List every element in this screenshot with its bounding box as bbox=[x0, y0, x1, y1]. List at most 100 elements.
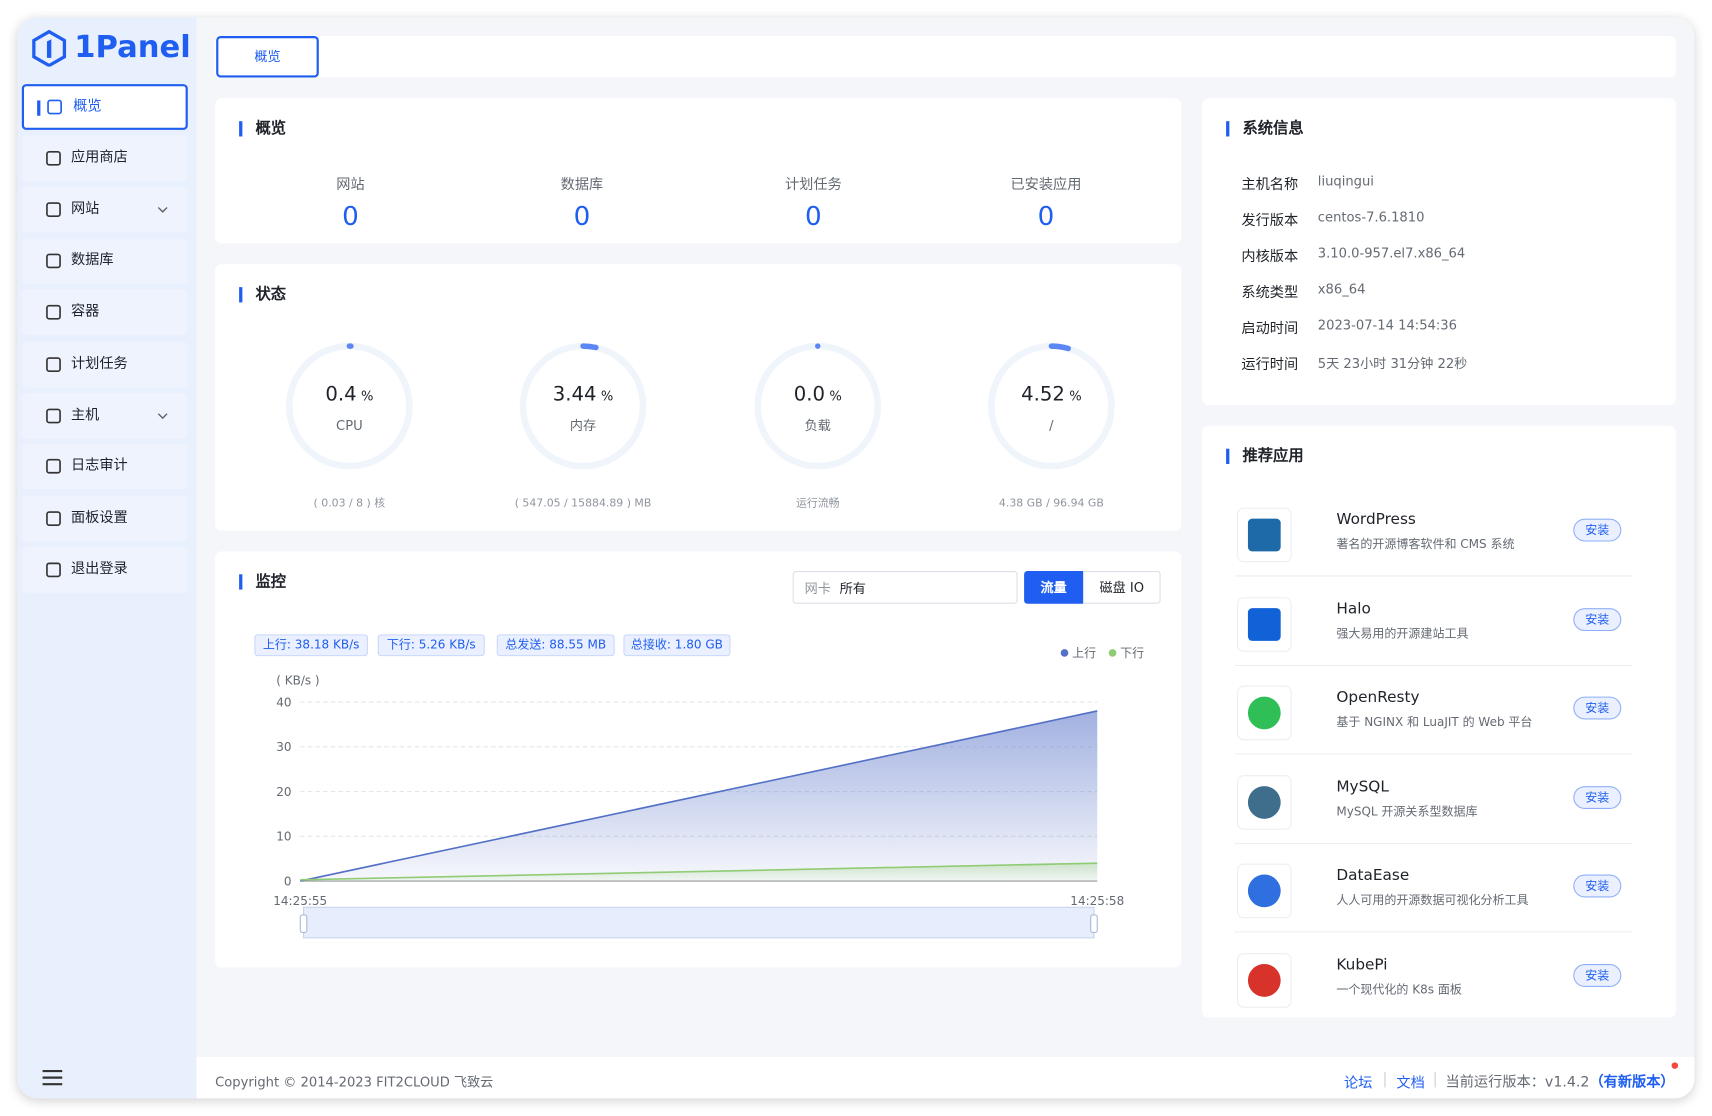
gauge-detail: 4.38 GB / 96.94 GB bbox=[999, 497, 1104, 510]
legend-marker bbox=[1108, 649, 1117, 657]
sysinfo-card: 系统信息 主机名称 liuqingui 发行版本 centos-7.6.1810 内核版本… bbox=[1202, 98, 1676, 406]
toggle-traffic[interactable]: 流量 bbox=[1024, 571, 1084, 604]
app-name[interactable]: MySQL bbox=[1336, 777, 1389, 796]
menu-label: 日志审计 bbox=[70, 457, 128, 474]
update-link[interactable]: （有新版本） bbox=[1589, 1074, 1675, 1091]
app-logo bbox=[1247, 874, 1281, 908]
menu-icon bbox=[46, 253, 61, 269]
menu-icon bbox=[46, 408, 61, 424]
app-name[interactable]: DataEase bbox=[1336, 866, 1410, 885]
app-icon bbox=[1237, 774, 1292, 830]
menu-icon-shape bbox=[46, 253, 61, 269]
menu-item[interactable]: 网站 bbox=[21, 186, 188, 233]
info-label: 运行时间 bbox=[1241, 357, 1299, 374]
gauge-value: 0.4% bbox=[325, 383, 373, 406]
gauge-detail: 运行流畅 bbox=[796, 496, 840, 510]
tab[interactable]: 概览 bbox=[216, 36, 319, 78]
footer-link[interactable]: 文档 bbox=[1396, 1075, 1425, 1092]
apps-card: 推荐应用 WordPress 著名的开源博客软件和 CMS 系统 安装 Halo 强大易用… bbox=[1202, 425, 1676, 1018]
menu-icon-shape bbox=[46, 202, 61, 217]
info-value: 2023-07-14 14:54:36 bbox=[1317, 317, 1457, 333]
install-button[interactable]: 安装 bbox=[1573, 607, 1622, 631]
menu-item[interactable]: 计划任务 bbox=[21, 341, 188, 388]
install-button[interactable]: 安装 bbox=[1573, 518, 1622, 542]
stat-value[interactable]: 0 bbox=[342, 200, 359, 232]
menu-item[interactable]: 应用商店 bbox=[21, 135, 188, 182]
gauge-detail: ( 547.05 / 15884.89 ) MB bbox=[515, 497, 652, 510]
stat-value[interactable]: 0 bbox=[573, 200, 591, 232]
app-desc: 基于 NGINX 和 LuaJIT 的 Web 平台 bbox=[1336, 715, 1533, 730]
divider bbox=[1234, 842, 1633, 844]
legend-label: 上行 bbox=[1072, 646, 1096, 660]
app-name[interactable]: OpenResty bbox=[1336, 688, 1420, 707]
app-icon bbox=[1237, 863, 1292, 919]
install-button[interactable]: 安装 bbox=[1573, 963, 1622, 987]
divider bbox=[1234, 575, 1633, 577]
app-icon bbox=[1237, 507, 1292, 563]
menu-item[interactable]: 退出登录 bbox=[21, 546, 188, 593]
gauge-name: 负载 bbox=[805, 418, 831, 434]
install-button[interactable]: 安装 bbox=[1573, 785, 1622, 809]
series-line bbox=[300, 710, 1098, 882]
menu-toggle[interactable] bbox=[41, 1069, 63, 1086]
menu-icon bbox=[46, 511, 61, 526]
toggle-disk[interactable]: 磁盘 IO bbox=[1083, 571, 1161, 604]
gauge-name: 内存 bbox=[570, 418, 596, 434]
gauge-track bbox=[519, 342, 647, 470]
gauge-track bbox=[988, 342, 1115, 470]
stat-label: 已安装应用 bbox=[1010, 176, 1082, 194]
active-indicator bbox=[37, 100, 41, 116]
select-value: 所有 bbox=[839, 580, 866, 597]
copyright: Copyright © 2014-2023 FIT2CLOUD 飞致云 bbox=[215, 1074, 494, 1090]
logo-one bbox=[46, 39, 52, 58]
zoom-handle[interactable] bbox=[299, 914, 308, 933]
gauge-number: 0.4 bbox=[325, 383, 356, 406]
menu-item[interactable]: 数据库 bbox=[21, 238, 188, 284]
x-tick-label: 14:25:58 bbox=[1070, 894, 1124, 908]
install-button[interactable]: 安装 bbox=[1573, 696, 1622, 720]
app-desc: MySQL 开源关系型数据库 bbox=[1336, 804, 1478, 819]
app-name[interactable]: WordPress bbox=[1336, 510, 1416, 529]
stat-value[interactable]: 0 bbox=[1037, 200, 1055, 232]
app-logo bbox=[1247, 696, 1281, 730]
app-name[interactable]: Halo bbox=[1336, 599, 1371, 618]
app-logo bbox=[1247, 963, 1281, 997]
gauge-unit: % bbox=[601, 390, 613, 405]
menu-item[interactable]: 容器 bbox=[21, 289, 188, 336]
zoom-handle[interactable] bbox=[1090, 914, 1098, 933]
footer-link[interactable]: 论坛 bbox=[1344, 1075, 1373, 1092]
app-name[interactable]: KubePi bbox=[1336, 955, 1388, 974]
menu-icon bbox=[46, 202, 61, 217]
menu-label: 数据库 bbox=[70, 252, 114, 269]
info-value: 5天 23小时 31分钟 22秒 bbox=[1317, 355, 1468, 372]
app-desc: 著名的开源博客软件和 CMS 系统 bbox=[1336, 537, 1515, 552]
menu-icon-shape bbox=[46, 304, 61, 320]
menu-icon bbox=[46, 357, 61, 373]
install-button[interactable]: 安装 bbox=[1573, 874, 1622, 898]
gauge-arc bbox=[580, 343, 599, 351]
stat-value[interactable]: 0 bbox=[805, 200, 822, 232]
nic-select[interactable]: 网卡 所有 bbox=[792, 571, 1018, 604]
menu-label: 容器 bbox=[70, 303, 100, 320]
gauge-track bbox=[286, 342, 413, 470]
chevron-shape bbox=[157, 413, 168, 420]
menu-item[interactable]: 概览 bbox=[21, 84, 188, 130]
menu-item[interactable]: 主机 bbox=[21, 393, 188, 439]
app-desc: 强大易用的开源建站工具 bbox=[1336, 626, 1469, 641]
menu-icon-shape bbox=[46, 150, 61, 166]
menu-label: 计划任务 bbox=[70, 355, 128, 373]
zoom-slider[interactable] bbox=[302, 906, 1095, 939]
info-value: x86_64 bbox=[1317, 281, 1366, 297]
menu-item[interactable]: 日志审计 bbox=[21, 443, 188, 490]
card-title: 推荐应用 bbox=[1226, 448, 1304, 465]
stat-tag: 下行: 5.26 KB/s bbox=[377, 634, 485, 657]
legend-label: 下行 bbox=[1120, 646, 1144, 660]
version-info: 当前运行版本：v1.4.2（有新版本） bbox=[1446, 1070, 1675, 1091]
footer-sep bbox=[1434, 1072, 1436, 1088]
y-tick-label: 10 bbox=[276, 830, 291, 844]
y-tick-label: 40 bbox=[276, 695, 291, 709]
menu-item[interactable]: 面板设置 bbox=[21, 495, 188, 542]
gauge-detail: ( 0.03 / 8 ) 核 bbox=[314, 496, 386, 510]
